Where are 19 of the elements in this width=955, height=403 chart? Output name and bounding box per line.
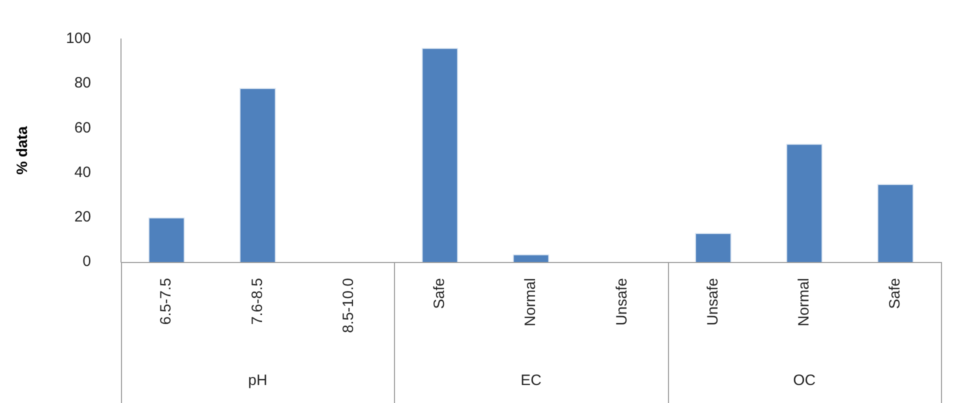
x-tick-label: Normal — [795, 278, 812, 326]
x-tick-label: Unsafe — [704, 278, 722, 326]
text: OC — [793, 372, 816, 390]
x-tick-label: Safe — [886, 278, 904, 309]
y-tick-label: 40 — [74, 164, 92, 181]
y-tick-label: 100 — [66, 30, 92, 48]
y-tick-label: 60 — [74, 119, 92, 136]
y-axis-title: % data — [14, 126, 32, 175]
x-tick-label: Unsafe — [613, 278, 630, 326]
y-tick-label: 0 — [82, 253, 92, 270]
y-tick-label: 20 — [74, 208, 92, 226]
text: pH — [248, 372, 268, 390]
x-tick-label: 7.6-8.5 — [248, 278, 266, 325]
x-tick-label: 6.5-7.5 — [158, 278, 175, 325]
x-tick-label: Normal — [522, 278, 540, 326]
text: EC — [520, 372, 542, 390]
x-tick-label: Safe — [431, 278, 448, 309]
y-tick-label: 80 — [74, 74, 92, 92]
x-tick-label: 8.5-10.0 — [340, 278, 357, 334]
